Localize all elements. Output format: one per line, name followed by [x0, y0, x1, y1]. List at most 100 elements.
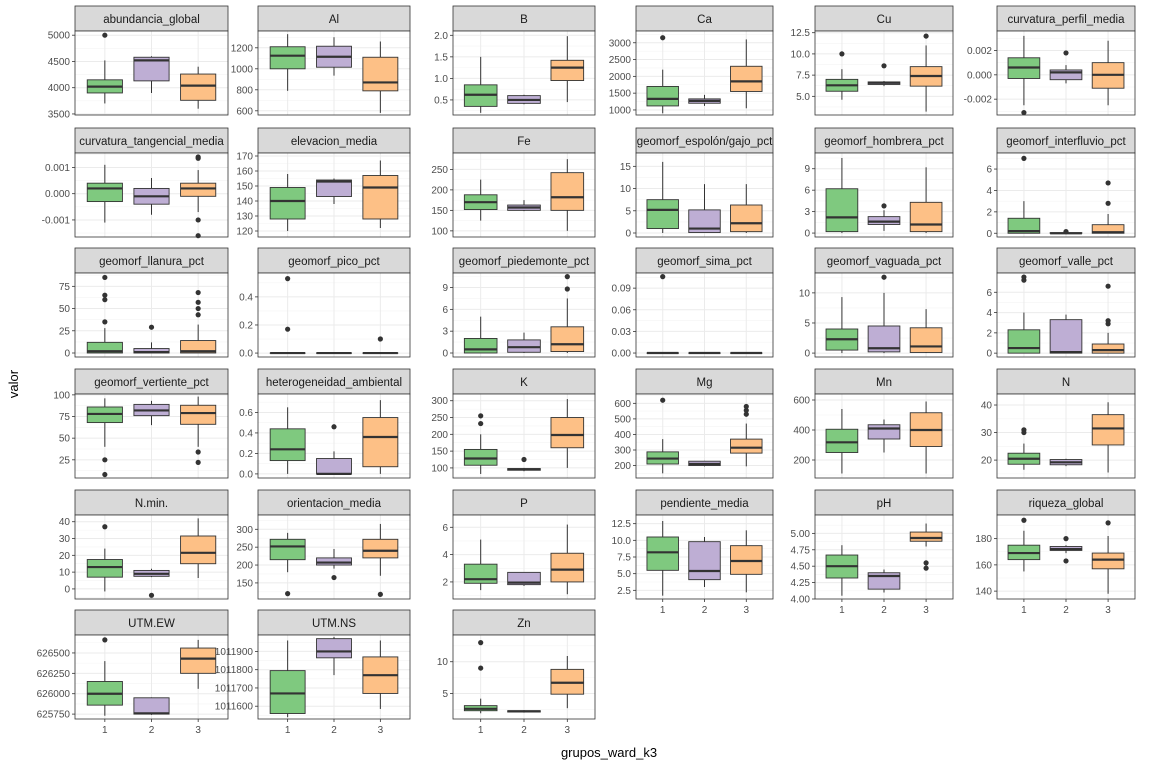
panel-border	[257, 152, 411, 238]
y-tick-label: 140	[236, 197, 253, 208]
box-iqr	[316, 179, 352, 197]
box-group-2	[867, 274, 901, 354]
x-tick-label: 1	[839, 605, 845, 616]
box-group-3	[730, 530, 763, 593]
box-iqr	[269, 428, 306, 462]
y-tick-label: 626250	[37, 669, 71, 680]
facet-panel: pH 4.00 4.25 4.50 4.75 5.00 1 2 3	[791, 489, 954, 616]
y-tick-label: 4.00	[791, 595, 811, 606]
box-group-2	[133, 697, 170, 715]
y-tick-label: 1000	[231, 64, 254, 75]
panel-border	[74, 30, 229, 116]
x-tick-label: 2	[521, 725, 527, 736]
box-iqr	[730, 65, 763, 92]
box-group-3	[362, 336, 399, 355]
box-group-3	[730, 39, 763, 109]
facet-panel: UTM.NS 1011600 1011700 1011800 1011900 1 2 3	[215, 609, 411, 736]
box-group-1	[646, 397, 679, 474]
y-tick-label: 0.4	[239, 428, 253, 439]
facet-label: Mg	[697, 377, 713, 389]
y-tick-label: 130	[236, 212, 253, 223]
facet-label: geomorf_sima_pct	[657, 256, 752, 268]
box-group-3	[909, 523, 943, 571]
outlier-point	[881, 274, 887, 280]
facet-panel: geomorf_pico_pct 0.0 0.2 0.4	[239, 247, 411, 360]
box-group-3	[1091, 402, 1125, 473]
box-group-2	[1049, 314, 1083, 354]
facet-panel: Ca 1000 1500 2000 2500 3000	[609, 5, 774, 116]
box-group-3	[362, 400, 399, 474]
box-group-1	[646, 35, 679, 114]
y-tick-label: 0.4	[239, 292, 253, 303]
y-tick-label: 10	[59, 568, 71, 579]
y-tick-label: 800	[236, 85, 253, 96]
y-tick-label: 50	[59, 434, 71, 445]
y-tick-label: 170	[236, 152, 253, 163]
facet-label: pH	[877, 498, 892, 510]
facet-label: Mn	[876, 377, 892, 389]
box-iqr	[463, 563, 498, 584]
box-group-1	[86, 32, 123, 104]
box-group-3	[362, 160, 399, 228]
y-tick-label: 4	[986, 186, 992, 197]
box-iqr	[269, 538, 306, 561]
box-group-2	[133, 56, 170, 93]
y-tick-label: 2	[986, 328, 992, 339]
box-group-3	[909, 167, 943, 234]
x-tick-label: 2	[702, 605, 708, 616]
facet-strip	[635, 368, 774, 395]
y-tick-label: 250	[236, 543, 253, 554]
facet-panel: Fe 100 150 200 250	[431, 127, 596, 238]
outlier-point	[839, 51, 845, 57]
facet-label: geomorf_valle_pct	[1019, 256, 1114, 268]
box-group-2	[133, 400, 170, 426]
outlier-point	[195, 217, 201, 223]
y-tick-label: 3000	[609, 38, 632, 49]
y-tick-label: 4.25	[791, 578, 811, 589]
facet-strip	[452, 368, 596, 395]
box-iqr	[180, 535, 217, 565]
facet-panel: elevacion_media 120 130 140 150 160 170	[236, 127, 411, 238]
y-tick-label: 50	[59, 304, 71, 315]
x-tick-label: 2	[881, 605, 887, 616]
y-tick-label: 0.5	[434, 95, 448, 106]
box-group-2	[1049, 458, 1083, 467]
box-group-2	[688, 537, 721, 587]
box-group-3	[909, 33, 943, 112]
panel-border	[452, 514, 596, 600]
y-tick-label: 4.50	[791, 562, 811, 573]
box-iqr	[1091, 343, 1125, 354]
y-tick-label: 6	[804, 186, 810, 197]
facet-strip	[996, 5, 1136, 32]
outlier-point	[881, 63, 887, 69]
y-tick-label: 4500	[48, 57, 71, 68]
panel-border	[635, 152, 774, 238]
facet-label: geomorf_pico_pct	[288, 256, 380, 268]
outlier-point	[881, 203, 887, 209]
x-axis-title: grupos_ward_k3	[561, 745, 657, 760]
outlier-point	[285, 326, 291, 332]
box-group-2	[507, 710, 541, 713]
y-tick-label: 5.0	[617, 569, 631, 580]
facet-strip	[452, 609, 596, 636]
box-group-3	[1091, 40, 1125, 106]
y-tick-label: 1011800	[215, 665, 254, 676]
box-group-3	[180, 289, 217, 354]
x-tick-label: 3	[1105, 605, 1111, 616]
facet-label: N	[1062, 377, 1070, 389]
y-tick-label: 625750	[37, 710, 71, 721]
outlier-point	[102, 637, 108, 643]
box-group-2	[316, 37, 352, 76]
panel-border	[635, 393, 774, 479]
box-group-1	[463, 539, 498, 591]
box-group-1	[86, 274, 123, 354]
panel-border	[635, 272, 774, 358]
facet-strip	[257, 247, 411, 274]
box-group-3	[730, 184, 763, 233]
y-tick-label: 5	[804, 318, 810, 329]
y-tick-label: 2	[986, 207, 992, 218]
facet-panel: heterogeneidad_ambiental 0.0 0.2 0.4 0.6	[239, 368, 411, 480]
y-tick-label: 0	[64, 349, 70, 360]
facet-panel: geomorf_interfluvio_pct 0 2 4 6	[986, 127, 1136, 240]
outlier-point	[102, 524, 108, 530]
